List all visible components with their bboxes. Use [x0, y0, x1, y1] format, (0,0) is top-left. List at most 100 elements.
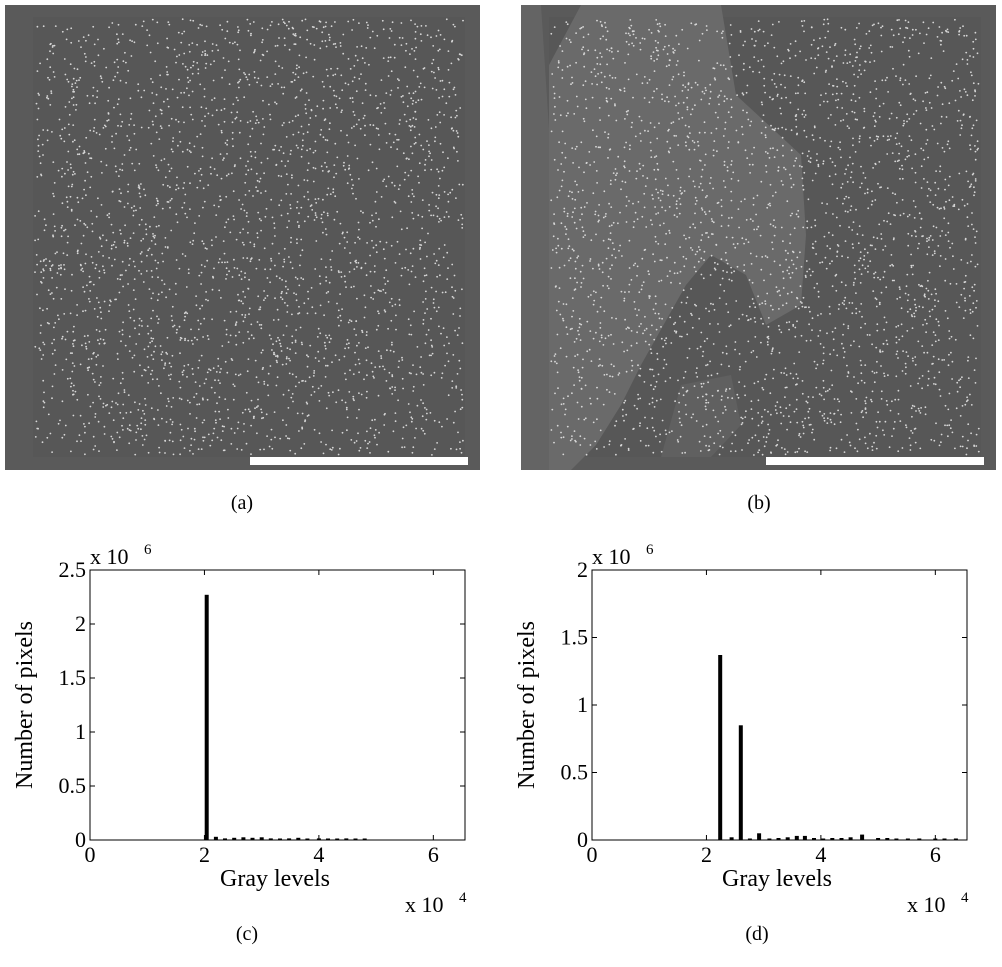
particle-dot	[675, 34, 678, 37]
particle-dot	[262, 366, 264, 369]
particle-dot	[738, 54, 740, 57]
particle-dot	[99, 237, 102, 240]
particle-dot	[63, 229, 65, 232]
particle-dot	[561, 77, 564, 79]
particle-dot	[895, 341, 898, 344]
particle-dot	[434, 136, 437, 139]
particle-dot	[918, 212, 921, 215]
particle-dot	[115, 246, 117, 249]
particle-dot	[106, 119, 109, 122]
particle-dot	[638, 291, 641, 294]
particle-dot	[902, 83, 904, 86]
particle-dot	[858, 259, 860, 262]
particle-dot	[313, 219, 316, 221]
particle-dot	[291, 373, 294, 376]
particle-dot	[175, 188, 177, 191]
particle-dot	[447, 50, 450, 52]
particle-dot	[385, 269, 388, 272]
particle-dot	[734, 341, 737, 343]
particle-dot	[625, 110, 628, 113]
particle-dot	[247, 287, 250, 290]
particle-dot	[111, 190, 114, 193]
particle-dot	[670, 122, 673, 125]
particle-dot	[874, 162, 877, 165]
particle-dot	[348, 271, 351, 273]
particle-dot	[421, 415, 424, 418]
particle-dot	[271, 242, 274, 245]
particle-dot	[330, 25, 333, 28]
particle-dot	[599, 429, 602, 432]
particle-dot	[951, 431, 954, 434]
particle-dot	[280, 86, 283, 89]
particle-dot	[550, 267, 553, 269]
particle-dot	[835, 289, 838, 292]
particle-dot	[148, 247, 151, 250]
particle-dot	[557, 244, 560, 247]
particle-dot	[960, 259, 963, 261]
particle-dot	[818, 393, 821, 395]
particle-dot	[235, 238, 238, 241]
particle-dot	[976, 325, 979, 327]
particle-dot	[216, 174, 219, 177]
particle-dot	[394, 303, 397, 306]
particle-dot	[219, 382, 221, 384]
particle-dot	[623, 165, 625, 168]
particle-dot	[565, 233, 567, 236]
particle-dot	[90, 62, 93, 64]
particle-dot	[111, 264, 113, 267]
particle-dot	[785, 302, 788, 305]
particle-dot	[39, 349, 42, 351]
particle-dot	[948, 175, 951, 178]
particle-dot	[54, 25, 57, 27]
particle-dot	[200, 271, 203, 274]
particle-dot	[212, 432, 215, 435]
particle-dot	[433, 253, 435, 255]
particle-dot	[133, 319, 136, 322]
particle-dot	[171, 150, 174, 153]
particle-dot	[926, 240, 928, 243]
particle-dot	[277, 23, 280, 26]
particle-dot	[657, 312, 660, 315]
particle-dot	[61, 224, 63, 227]
particle-dot	[243, 209, 246, 212]
particle-dot	[265, 207, 268, 210]
particle-dot	[857, 382, 859, 385]
particle-dot	[245, 76, 248, 78]
particle-dot	[763, 84, 766, 87]
particle-dot	[878, 105, 881, 108]
particle-dot	[310, 394, 313, 396]
particle-dot	[723, 164, 726, 167]
particle-dot	[596, 386, 598, 389]
particle-dot	[972, 228, 975, 231]
particle-dot	[904, 158, 907, 161]
particle-dot	[461, 406, 464, 409]
particle-dot	[434, 126, 437, 128]
particle-dot	[891, 46, 894, 48]
particle-dot	[599, 37, 602, 40]
particle-dot	[809, 423, 812, 426]
particle-dot	[873, 112, 876, 114]
particle-dot	[351, 80, 354, 83]
particle-dot	[253, 245, 256, 248]
particle-dot	[323, 357, 326, 360]
particle-dot	[373, 434, 376, 437]
particle-dot	[455, 197, 457, 200]
particle-dot	[837, 98, 840, 101]
particle-dot	[782, 154, 784, 157]
particle-dot	[627, 78, 630, 81]
particle-dot	[904, 372, 907, 375]
particle-dot	[430, 286, 433, 289]
particle-dot	[349, 262, 352, 264]
particle-dot	[862, 416, 864, 419]
particle-dot	[413, 50, 416, 52]
particle-dot	[294, 276, 297, 279]
particle-dot	[877, 182, 879, 185]
particle-dot	[973, 191, 976, 194]
particle-dot	[724, 121, 727, 124]
particle-dot	[264, 215, 267, 218]
particle-dot	[899, 178, 901, 180]
particle-dot	[858, 47, 861, 50]
particle-dot	[606, 48, 608, 51]
particle-dot	[770, 452, 772, 454]
particle-dot	[286, 311, 289, 313]
